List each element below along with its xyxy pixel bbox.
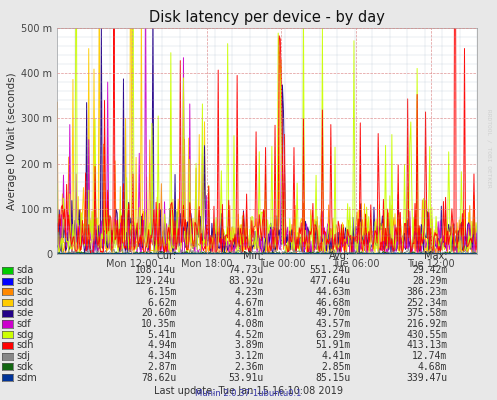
Text: 43.57m: 43.57m — [315, 319, 350, 329]
Text: 20.60m: 20.60m — [141, 308, 176, 318]
Text: sda: sda — [16, 266, 34, 275]
Text: sdg: sdg — [16, 330, 34, 340]
Text: sdm: sdm — [16, 373, 37, 382]
Text: 2.85m: 2.85m — [321, 362, 350, 372]
Text: 29.42m: 29.42m — [412, 266, 447, 275]
Text: 4.94m: 4.94m — [147, 340, 176, 350]
Text: 5.41m: 5.41m — [147, 330, 176, 340]
Text: 4.41m: 4.41m — [321, 351, 350, 361]
Text: 63.29m: 63.29m — [315, 330, 350, 340]
Text: Min:: Min: — [243, 251, 263, 261]
Title: Disk latency per device - by day: Disk latency per device - by day — [149, 10, 385, 26]
Text: sdb: sdb — [16, 276, 34, 286]
Text: 4.68m: 4.68m — [418, 362, 447, 372]
Text: 2.87m: 2.87m — [147, 362, 176, 372]
Text: 4.52m: 4.52m — [234, 330, 263, 340]
Text: 83.92u: 83.92u — [228, 276, 263, 286]
Text: 3.12m: 3.12m — [234, 351, 263, 361]
Text: 53.91u: 53.91u — [228, 373, 263, 382]
Text: 85.15u: 85.15u — [315, 373, 350, 382]
Text: 6.62m: 6.62m — [147, 298, 176, 308]
Y-axis label: Average IO Wait (seconds): Average IO Wait (seconds) — [7, 72, 17, 210]
Text: sde: sde — [16, 308, 34, 318]
Text: 49.70m: 49.70m — [315, 308, 350, 318]
Text: sdj: sdj — [16, 351, 30, 361]
Text: Cur:: Cur: — [157, 251, 176, 261]
Text: 339.47u: 339.47u — [406, 373, 447, 382]
Text: 108.14u: 108.14u — [135, 266, 176, 275]
Text: Last update: Tue Jan 15 16:10:08 2019: Last update: Tue Jan 15 16:10:08 2019 — [154, 386, 343, 396]
Text: 477.64u: 477.64u — [309, 276, 350, 286]
Text: Max:: Max: — [424, 251, 447, 261]
Text: 10.35m: 10.35m — [141, 319, 176, 329]
Text: sdc: sdc — [16, 287, 33, 297]
Text: 2.36m: 2.36m — [234, 362, 263, 372]
Text: 6.15m: 6.15m — [147, 287, 176, 297]
Text: sdf: sdf — [16, 319, 31, 329]
Text: sdh: sdh — [16, 340, 34, 350]
Text: 4.23m: 4.23m — [234, 287, 263, 297]
Text: RRDTOOL / TOBI OETKER: RRDTOOL / TOBI OETKER — [486, 109, 491, 187]
Text: 4.34m: 4.34m — [147, 351, 176, 361]
Text: 4.08m: 4.08m — [234, 319, 263, 329]
Text: Munin 2.0.37-1ubuntu0.1: Munin 2.0.37-1ubuntu0.1 — [195, 390, 302, 398]
Text: 375.58m: 375.58m — [406, 308, 447, 318]
Text: 28.29m: 28.29m — [412, 276, 447, 286]
Text: 551.24u: 551.24u — [309, 266, 350, 275]
Text: 413.13m: 413.13m — [406, 340, 447, 350]
Text: 4.81m: 4.81m — [234, 308, 263, 318]
Text: 12.74m: 12.74m — [412, 351, 447, 361]
Text: 78.62u: 78.62u — [141, 373, 176, 382]
Text: 129.24u: 129.24u — [135, 276, 176, 286]
Text: 3.89m: 3.89m — [234, 340, 263, 350]
Text: 46.68m: 46.68m — [315, 298, 350, 308]
Text: 430.55m: 430.55m — [406, 330, 447, 340]
Text: 51.91m: 51.91m — [315, 340, 350, 350]
Text: 386.23m: 386.23m — [406, 287, 447, 297]
Text: 4.67m: 4.67m — [234, 298, 263, 308]
Text: 44.63m: 44.63m — [315, 287, 350, 297]
Text: Avg:: Avg: — [329, 251, 350, 261]
Text: 216.92m: 216.92m — [406, 319, 447, 329]
Text: 74.73u: 74.73u — [228, 266, 263, 275]
Text: sdd: sdd — [16, 298, 34, 308]
Text: 252.34m: 252.34m — [406, 298, 447, 308]
Text: sdk: sdk — [16, 362, 33, 372]
